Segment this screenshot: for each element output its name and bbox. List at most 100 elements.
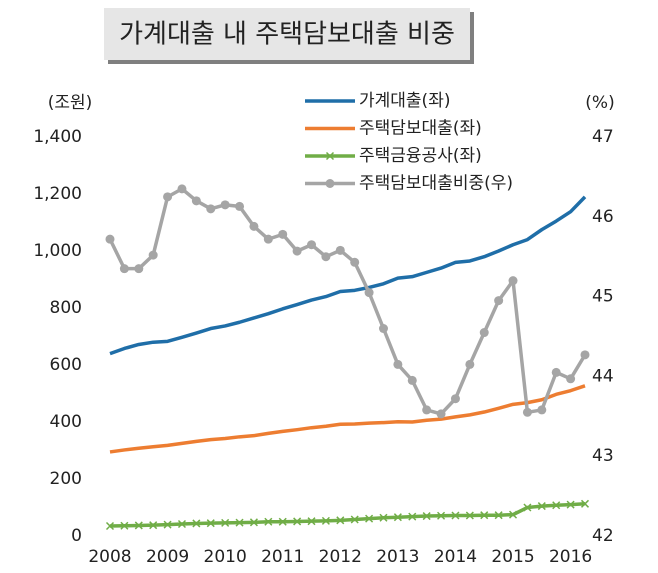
y2-tick-label: 47 <box>592 127 614 147</box>
point <box>221 518 230 527</box>
y-tick-label: 1,000 <box>33 241 82 261</box>
point <box>249 221 259 231</box>
legend-marker <box>325 179 335 188</box>
point <box>494 511 503 520</box>
x-tick-label: 2011 <box>261 547 304 567</box>
point <box>148 250 158 260</box>
y-tick-label: 0 <box>71 526 82 546</box>
series-line <box>109 195 587 356</box>
x-tick-label: 2008 <box>88 547 131 567</box>
legend-label: 주택담보대출(좌) <box>359 119 482 139</box>
point <box>465 359 475 369</box>
point <box>480 511 489 520</box>
y-tick-label: 1,400 <box>33 127 82 147</box>
legend-label: 가계대출(좌) <box>359 91 450 111</box>
y-axis-label: (조원) <box>48 93 93 113</box>
point <box>566 374 576 384</box>
series-line <box>108 187 587 416</box>
point <box>105 234 115 244</box>
point <box>494 296 504 306</box>
y2-tick-label: 44 <box>592 366 614 386</box>
legend-label: 주택금융공사(좌) <box>359 146 482 166</box>
point <box>364 288 374 298</box>
point <box>235 518 244 527</box>
point <box>278 229 288 239</box>
x-tick-label: 2010 <box>204 547 247 567</box>
point <box>350 257 360 267</box>
point <box>206 204 216 214</box>
chart-title: 가계대출 내 주택담보대출 비중 <box>119 20 455 50</box>
point <box>580 350 590 360</box>
point <box>220 200 230 210</box>
point <box>479 328 489 338</box>
legend-marker <box>325 151 335 161</box>
point <box>307 517 316 526</box>
point <box>278 517 287 526</box>
y2-tick-label: 45 <box>592 287 614 307</box>
point <box>407 375 417 385</box>
y2-tick-label: 46 <box>592 207 614 227</box>
point <box>163 520 172 529</box>
series-line <box>109 384 586 454</box>
y-tick-label: 1,200 <box>33 184 82 204</box>
point <box>350 515 359 524</box>
point <box>551 367 561 377</box>
point <box>580 499 590 508</box>
point <box>450 394 460 404</box>
point <box>522 407 532 417</box>
y-tick-label: 400 <box>50 412 82 432</box>
point <box>307 240 317 250</box>
point <box>249 518 258 527</box>
series-line <box>109 502 586 528</box>
point <box>177 184 187 194</box>
point <box>378 324 388 334</box>
point <box>365 514 374 523</box>
y2-tick-label: 42 <box>592 526 614 546</box>
point <box>119 264 129 274</box>
y-tick-label: 200 <box>50 469 82 489</box>
point <box>508 276 518 286</box>
point <box>235 201 245 211</box>
point <box>552 501 561 510</box>
y-tick-label: 800 <box>50 298 82 318</box>
point <box>335 245 345 255</box>
point <box>134 264 144 274</box>
point <box>292 246 302 256</box>
y2-axis-label: (%) <box>585 93 614 113</box>
point <box>437 511 446 520</box>
point <box>264 517 273 526</box>
point <box>149 521 158 530</box>
point <box>105 521 115 531</box>
x-tick-label: 2013 <box>376 547 419 567</box>
point <box>293 517 302 526</box>
x-tick-label: 2012 <box>319 547 362 567</box>
x-tick-label: 2009 <box>146 547 189 567</box>
x-tick-label: 2015 <box>491 547 534 567</box>
point <box>206 519 215 528</box>
point <box>465 511 474 520</box>
point <box>451 511 460 520</box>
point <box>177 519 187 529</box>
y2-tick-label: 43 <box>592 446 614 466</box>
point <box>134 521 143 530</box>
point <box>321 516 330 525</box>
point <box>321 252 331 262</box>
point <box>523 503 532 512</box>
point <box>191 196 201 206</box>
title-box <box>104 8 470 60</box>
point <box>422 405 432 415</box>
point <box>537 502 546 511</box>
point <box>537 405 547 415</box>
legend-label: 주택담보대출비중(우) <box>359 174 513 194</box>
point <box>379 513 388 522</box>
point <box>393 513 402 522</box>
x-tick-label: 2014 <box>434 547 477 567</box>
point <box>393 359 403 369</box>
y-tick-label: 600 <box>50 355 82 375</box>
point <box>263 234 273 244</box>
point <box>336 516 345 525</box>
point <box>192 519 201 528</box>
point <box>120 521 129 530</box>
x-tick-label: 2016 <box>549 547 592 567</box>
